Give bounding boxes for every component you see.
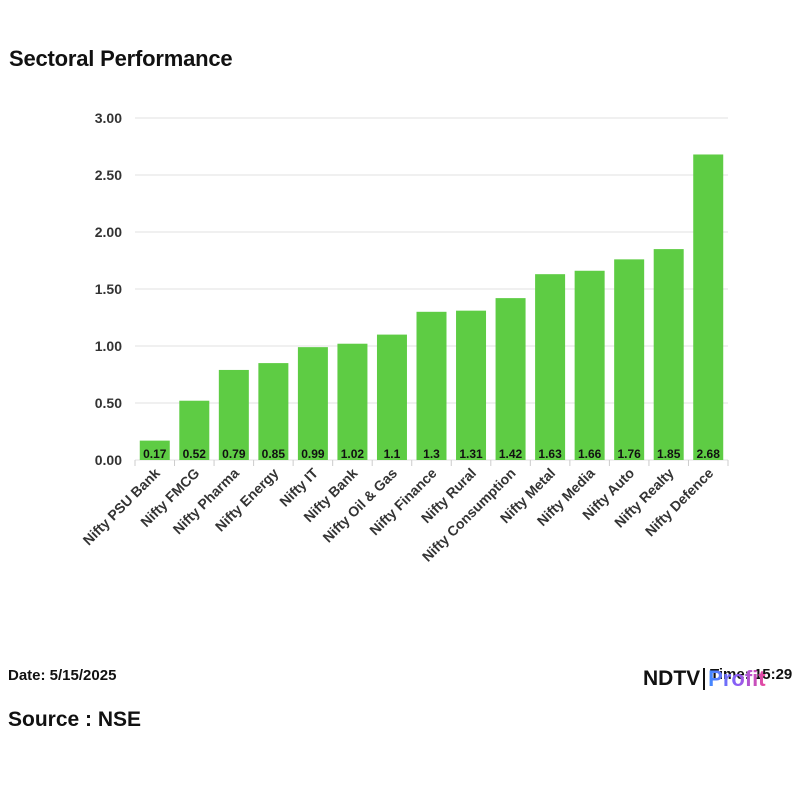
date-label: Date: 5/15/2025 <box>8 667 117 684</box>
bar <box>614 259 645 460</box>
logo-profit-text: Profit <box>708 666 766 691</box>
bar-value-label: 1.3 <box>423 447 440 461</box>
bar <box>693 154 724 461</box>
bar <box>416 311 447 460</box>
value-labels: 0.17 0.52 0.79 0.85 0.99 1.02 1.1 1.3 1.31 1.42 1.… <box>143 447 720 461</box>
bar-chart: 0.00 0.50 1.00 1.50 2.00 2.50 3.00 0.17 0.52 0.7… <box>80 110 729 565</box>
y-axis-ticks: 0.00 0.50 1.00 1.50 2.00 2.50 3.00 <box>95 110 122 468</box>
chart-title: Sectoral Performance <box>9 46 233 71</box>
y-tick-label: 2.00 <box>95 224 122 240</box>
bar <box>653 249 684 460</box>
bar-value-label: 1.02 <box>341 447 365 461</box>
bar <box>495 298 526 460</box>
bar-value-label: 0.17 <box>143 447 167 461</box>
bar <box>179 400 210 460</box>
bar <box>337 343 368 460</box>
y-tick-label: 2.50 <box>95 167 122 183</box>
ndtv-profit-logo: NDTV Profit <box>643 664 766 694</box>
logo-separator <box>703 668 706 690</box>
bar <box>456 310 487 460</box>
bars <box>139 154 724 461</box>
bar <box>297 347 328 460</box>
bar <box>258 363 289 460</box>
y-tick-label: 3.00 <box>95 110 122 126</box>
bar-value-label: 1.42 <box>499 447 523 461</box>
y-tick-label: 1.00 <box>95 338 122 354</box>
bar <box>574 270 605 460</box>
time-label: Time: 15:29 <box>710 666 793 683</box>
bar <box>535 274 566 460</box>
bar <box>376 334 407 460</box>
bar-value-label: 1.31 <box>459 447 483 461</box>
bar-value-label: 1.76 <box>617 447 641 461</box>
bar-value-label: 1.63 <box>538 447 562 461</box>
bar <box>218 369 249 460</box>
bar-value-label: 0.79 <box>222 447 246 461</box>
y-tick-label: 1.50 <box>95 281 122 297</box>
y-tick-label: 0.50 <box>95 395 122 411</box>
logo-ndtv-text: NDTV <box>643 667 701 690</box>
bar-value-label: 0.99 <box>301 447 325 461</box>
bar <box>139 440 170 460</box>
bar-value-label: 1.66 <box>578 447 602 461</box>
bar-value-label: 0.85 <box>262 447 286 461</box>
bar-value-label: 0.52 <box>183 447 207 461</box>
category-label: Nifty Defence <box>642 465 717 540</box>
y-tick-label: 0.00 <box>95 452 122 468</box>
bar-value-label: 1.85 <box>657 447 681 461</box>
bar-value-label: 1.1 <box>384 447 401 461</box>
source-label: Source : NSE <box>8 708 142 731</box>
bar-value-label: 2.68 <box>697 447 721 461</box>
